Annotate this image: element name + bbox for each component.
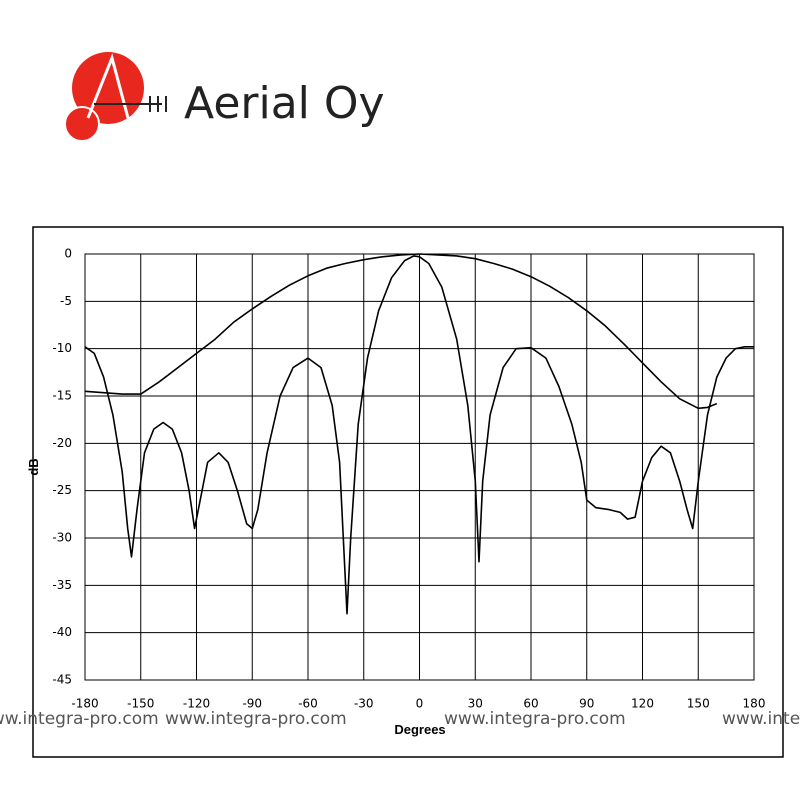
x-tick-label: 180	[743, 697, 766, 711]
watermark: www.integra-pro.com	[722, 709, 800, 729]
watermark: www.integra-pro.com	[444, 709, 626, 729]
series-line	[84, 255, 754, 615]
x-tick-label: 60	[523, 697, 538, 711]
x-tick-label: 120	[631, 697, 654, 711]
x-tick-label: 30	[468, 697, 483, 711]
x-tick-label: -30	[354, 697, 374, 711]
logo: Aerial Oy	[64, 52, 385, 142]
y-tick-label: -15	[52, 389, 72, 403]
x-tick-label: -90	[242, 697, 262, 711]
x-tick-label: -60	[298, 697, 318, 711]
watermark: www.integra-pro.com	[165, 709, 347, 729]
y-tick-label: -35	[52, 578, 72, 592]
y-tick-label: -10	[52, 341, 72, 355]
x-tick-label: -150	[127, 697, 154, 711]
chart-frame	[32, 226, 784, 758]
x-tick-label: 90	[579, 697, 594, 711]
x-tick-label: 0	[416, 697, 424, 711]
watermark: www.integra-pro.com	[0, 709, 159, 729]
x-tick-label: -120	[183, 697, 210, 711]
y-tick-label: -5	[60, 294, 72, 308]
y-tick-label: 0	[64, 247, 72, 261]
x-tick-label: -180	[71, 697, 98, 711]
x-axis-label: Degrees	[394, 722, 445, 737]
y-axis-label: dB	[26, 458, 41, 475]
y-tick-label: -45	[52, 673, 72, 687]
series-line	[84, 253, 718, 410]
y-tick-label: -40	[52, 625, 72, 639]
logo-text: Aerial Oy	[184, 78, 385, 129]
x-tick-label: 150	[687, 697, 710, 711]
y-tick-label: -20	[52, 436, 72, 450]
y-tick-label: -30	[52, 531, 72, 545]
logo-a	[86, 53, 130, 119]
y-tick-label: -25	[52, 483, 72, 497]
logo-small-circle	[64, 106, 100, 142]
